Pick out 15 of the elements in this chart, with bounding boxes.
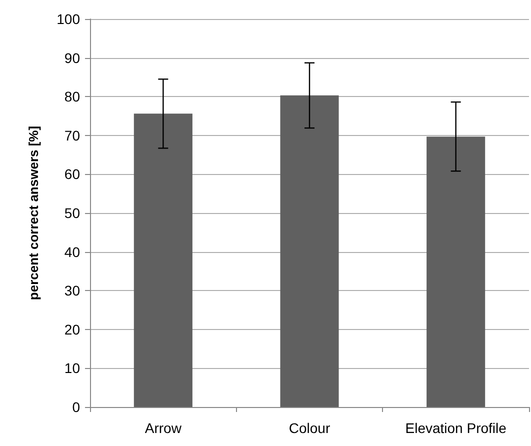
y-tick-label: 0 [72,399,80,415]
y-tick-label: 30 [64,282,80,299]
y-tick-label: 80 [64,88,80,105]
y-tick-label: 20 [64,321,80,338]
x-tick-label: Colour [288,420,330,436]
y-tick-label: 10 [64,360,80,376]
y-tick-label: 100 [56,11,80,27]
y-tick-label: 90 [64,50,80,66]
y-tick-label: 40 [64,244,80,260]
y-tick-label: 50 [64,205,80,221]
y-axis-title: percent correct answers [%] [26,126,41,300]
x-tick-label: Elevation Profile [405,420,507,436]
y-tick-label: 70 [64,127,80,144]
x-tick-label: Arrow [144,420,182,436]
y-tick-label: 60 [64,166,80,182]
